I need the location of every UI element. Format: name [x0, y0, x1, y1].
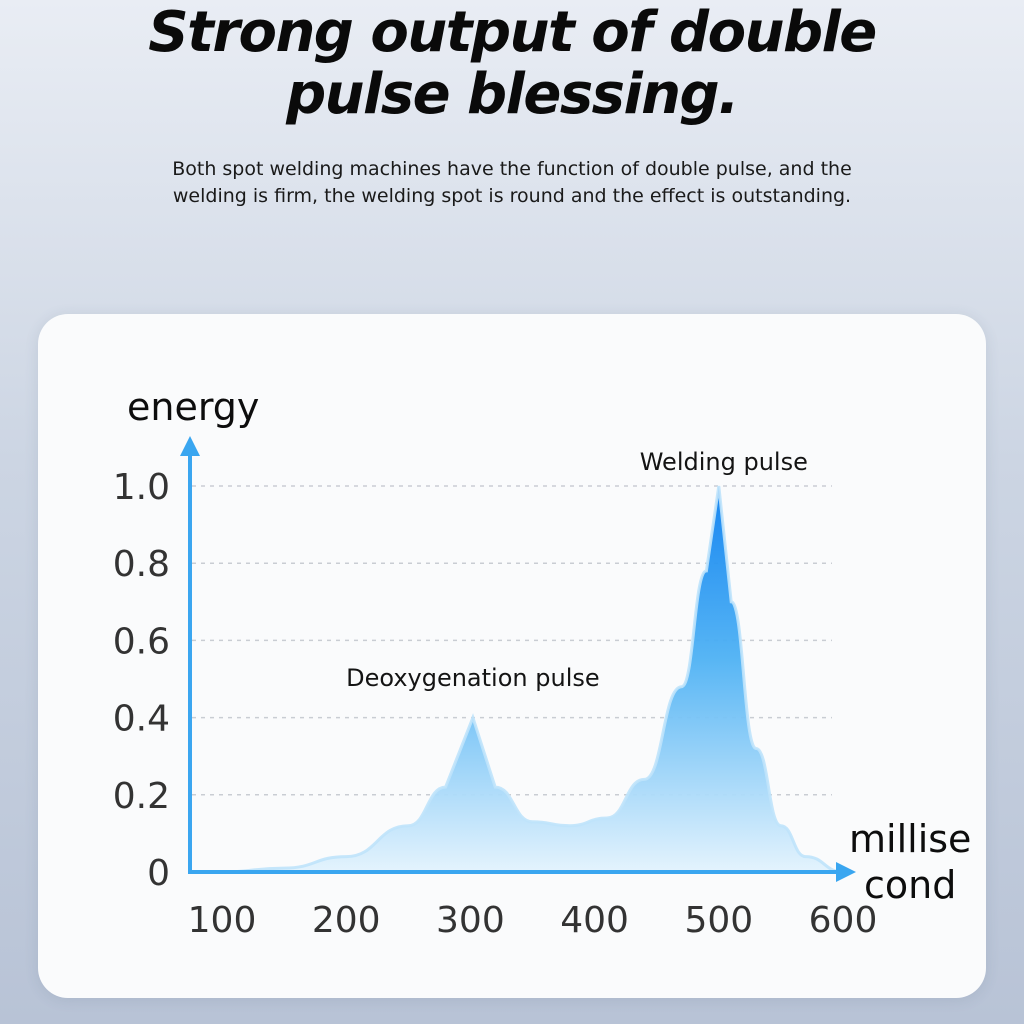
page-subtitle: Both spot welding machines have the func…	[172, 158, 852, 207]
y-tick-label: 0	[147, 853, 170, 894]
page-title-line-1: Strong output of double	[148, 0, 877, 65]
chart-card	[38, 314, 986, 998]
x-tick-label: 300	[436, 900, 505, 941]
y-axis-title: energy	[127, 385, 259, 429]
series-line	[221, 485, 844, 874]
axes	[180, 436, 856, 882]
page-title-line-2: pulse blessing.	[286, 62, 739, 127]
annotation-label: Welding pulse	[640, 448, 808, 476]
annotations: Deoxygenation pulse Welding pulse	[346, 448, 808, 692]
x-axis-arrow	[836, 862, 856, 882]
y-tick-label: 1.0	[113, 467, 170, 508]
x-tick-label: 200	[312, 900, 381, 941]
x-axis-title-line-2: cond	[864, 863, 956, 907]
annotation-label: Deoxygenation pulse	[346, 664, 600, 692]
y-tick-label: 0.8	[113, 544, 170, 585]
x-tick-label: 600	[809, 900, 878, 941]
y-tick-label: 0.4	[113, 699, 170, 740]
series-area	[221, 485, 844, 874]
page-title: Strong output of double pulse blessing.	[0, 2, 1024, 126]
x-axis-title-line-1: millise	[849, 817, 971, 861]
y-tick-label: 0.2	[113, 776, 170, 817]
tick-labels: 0 0.2 0.4 0.6 0.8 1.0 100 200 300 400 500 600	[113, 467, 878, 941]
series-area-fill	[222, 486, 843, 872]
x-tick-label: 500	[684, 900, 753, 941]
x-tick-label: 400	[560, 900, 629, 941]
y-axis-arrow	[180, 436, 200, 456]
y-tick-label: 0.6	[113, 621, 170, 662]
x-tick-label: 100	[188, 900, 257, 941]
